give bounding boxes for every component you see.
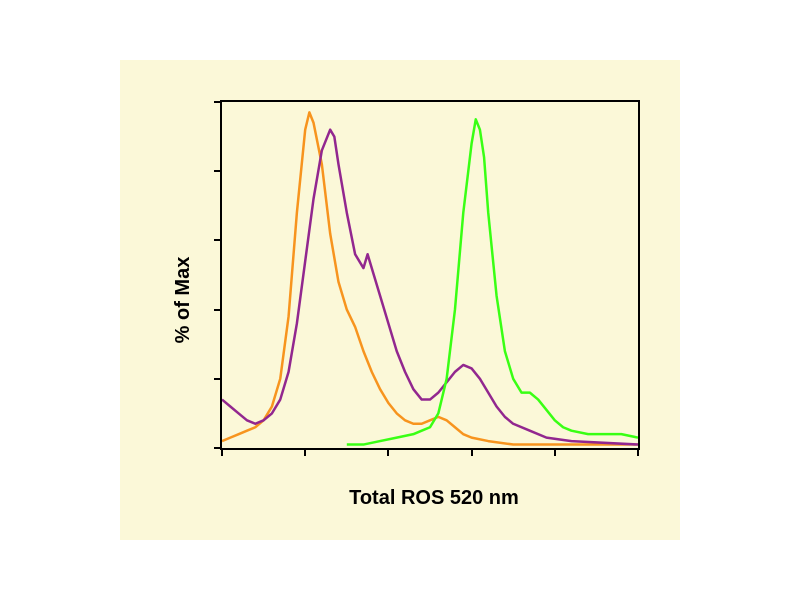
x-tick [637,448,639,456]
y-tick [214,378,222,380]
series-green [347,119,638,444]
plot-area [220,100,640,450]
curves-svg [222,102,638,448]
x-tick [471,448,473,456]
x-tick [554,448,556,456]
y-axis-label: % of Max [172,257,195,344]
x-tick [221,448,223,456]
y-tick [214,101,222,103]
y-tick [214,239,222,241]
series-orange [222,112,638,444]
y-tick [214,170,222,172]
x-tick [304,448,306,456]
x-tick [387,448,389,456]
y-tick [214,309,222,311]
x-axis-label: Total ROS 520 nm [349,487,519,510]
series-purple [222,130,638,445]
histogram-chart: % of Max Total ROS 520 nm [120,60,680,540]
